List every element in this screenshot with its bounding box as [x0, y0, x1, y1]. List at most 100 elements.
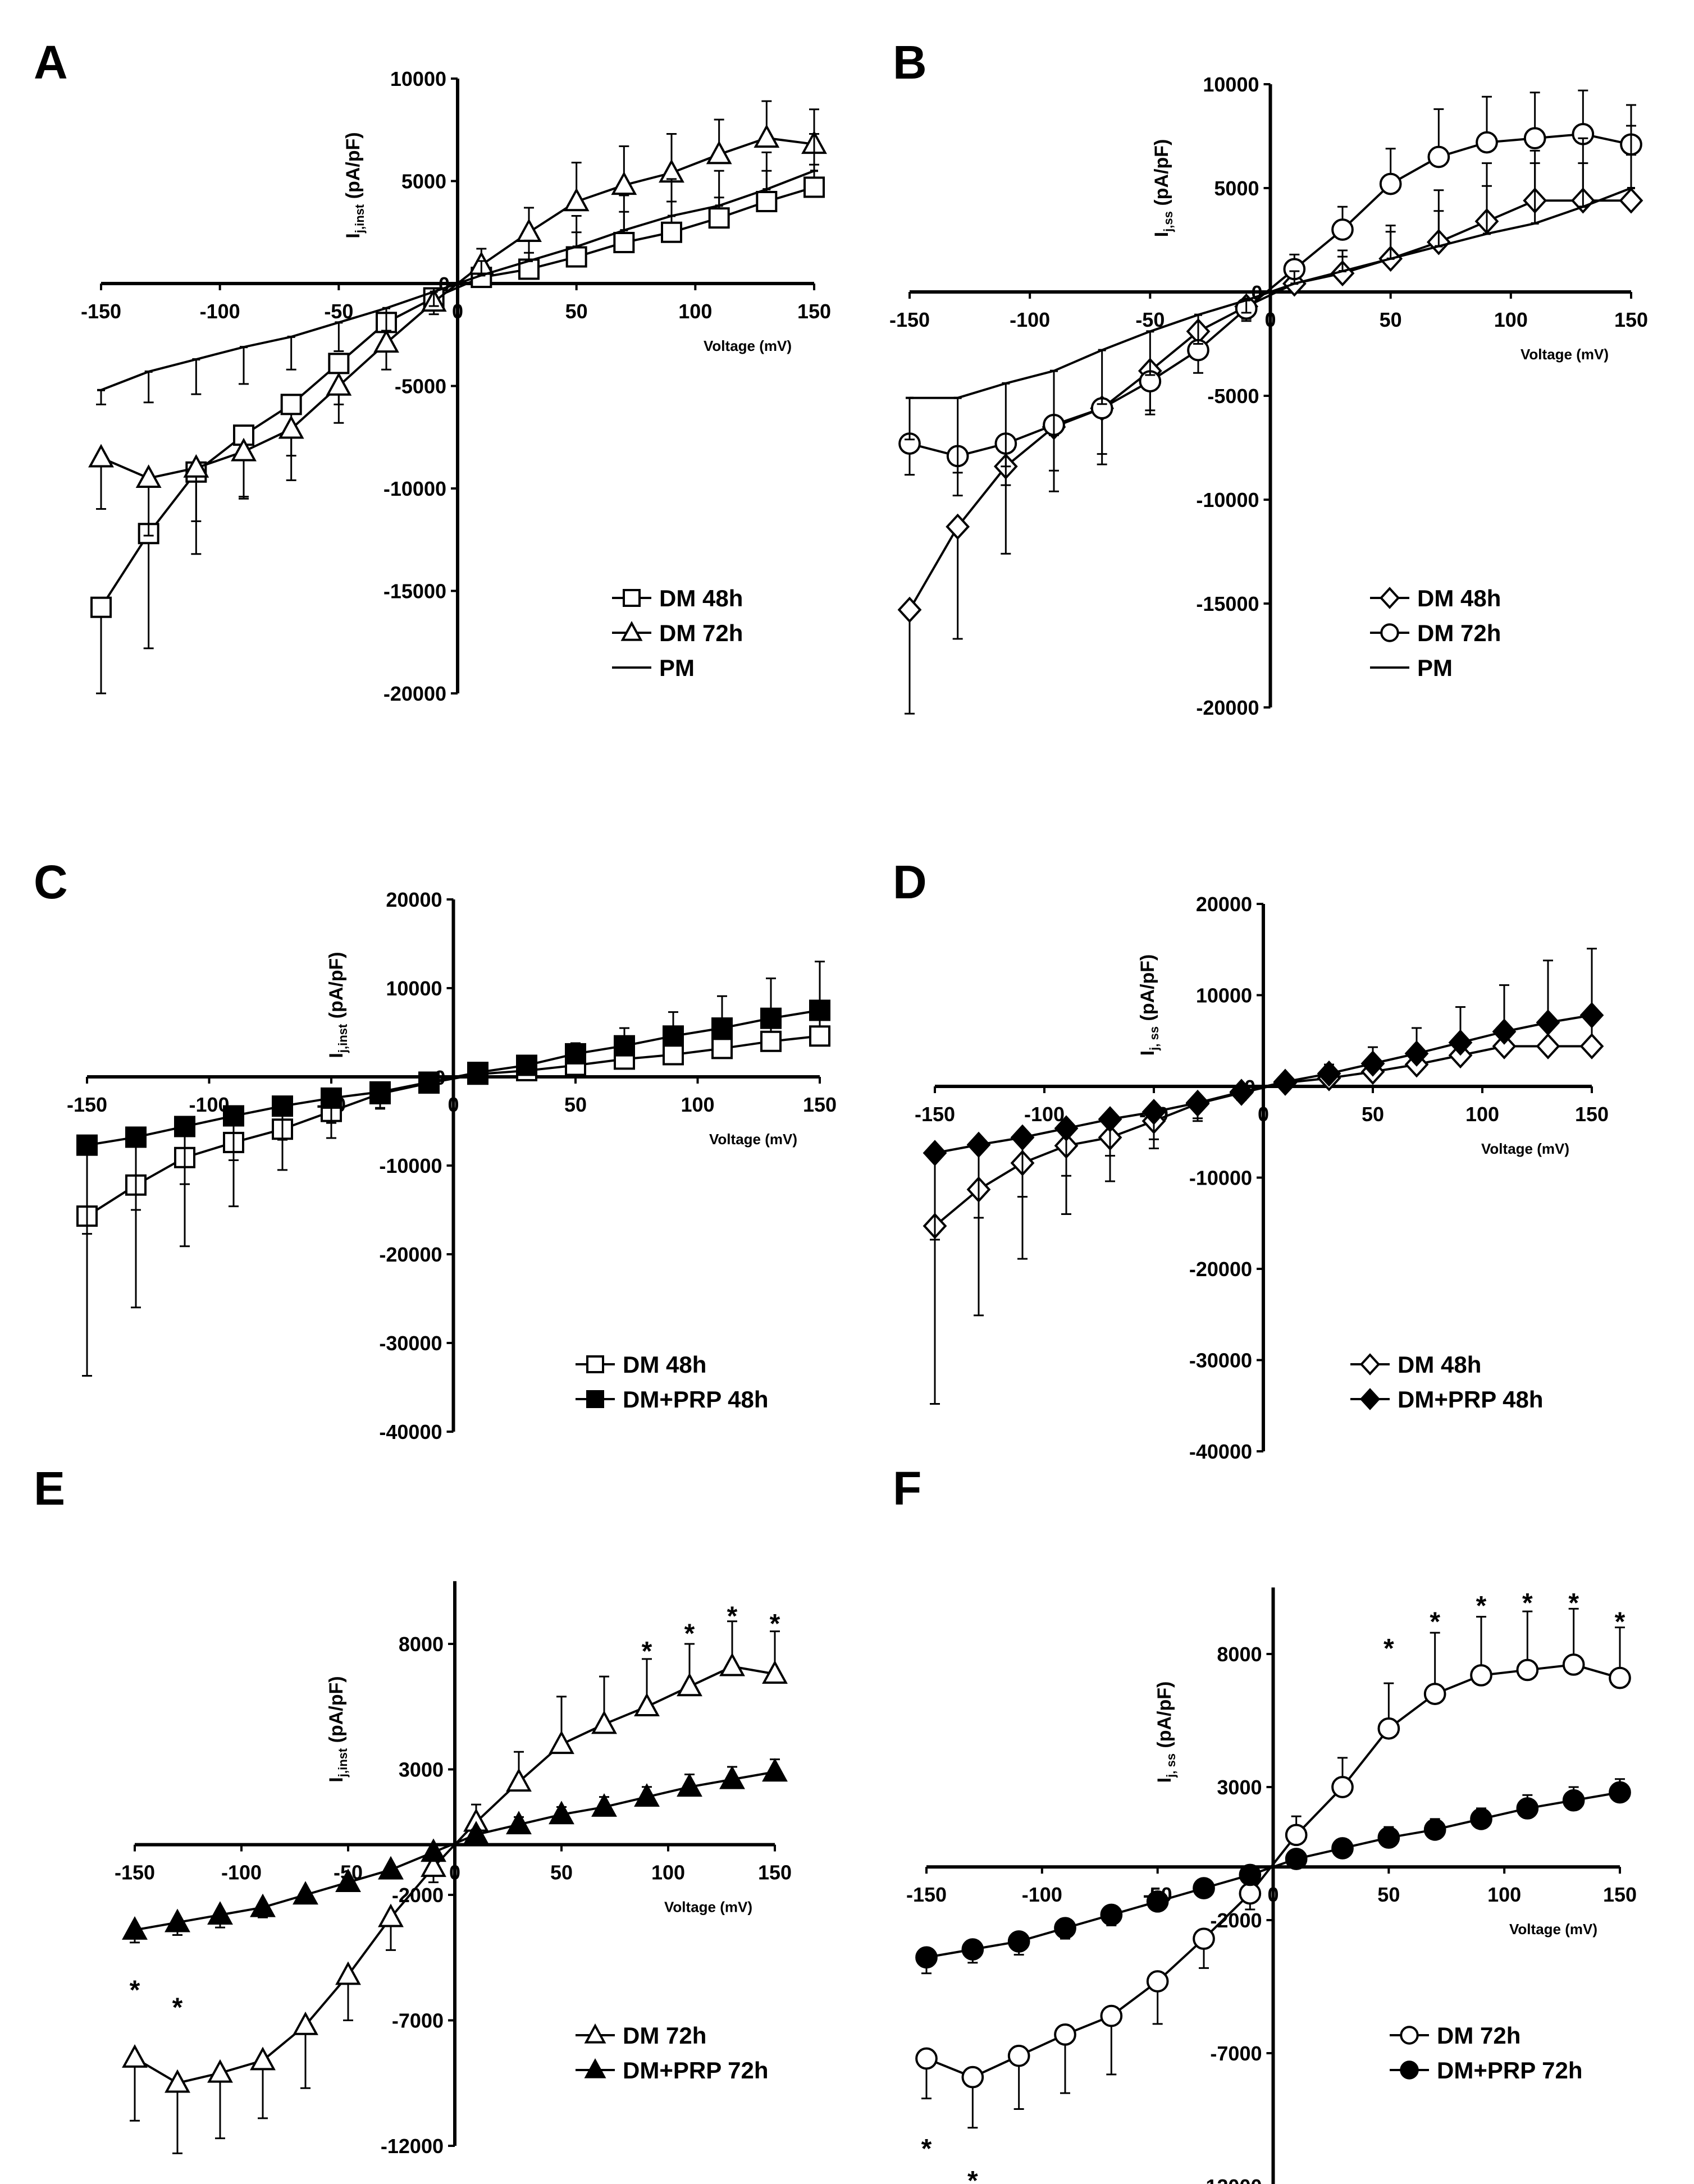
x-tick-label: 150 [803, 1093, 837, 1116]
y-tick-label: -30000 [1189, 1349, 1252, 1372]
significance-asterisk: * [1476, 1591, 1487, 1621]
data-point [756, 191, 778, 212]
legend-marker [586, 1355, 604, 1373]
panel-letter-d: D [893, 856, 927, 908]
data-point [293, 1881, 318, 1905]
y-tick-label: -20000 [1189, 1258, 1252, 1281]
data-point [760, 1030, 782, 1052]
y-tick-label: -20000 [379, 1243, 442, 1266]
data-point [1619, 187, 1643, 214]
data-point [762, 1660, 788, 1684]
data-point [706, 140, 732, 165]
legend: DM 48h DM 72h PM [1370, 585, 1501, 681]
legend-label: DM+PRP 48h [623, 1386, 769, 1413]
data-point [1239, 1863, 1262, 1886]
legend-item: DM 72h [612, 620, 743, 646]
data-point [1098, 1106, 1122, 1132]
y-axis-title: Ij, ss (pA/pF) [1154, 1682, 1178, 1783]
legend-label: PM [1417, 655, 1453, 681]
legend-label: DM 48h [659, 585, 743, 611]
data-point [1476, 131, 1498, 154]
data-point [663, 1044, 684, 1066]
data-point [1100, 2004, 1123, 2027]
data-point [591, 1793, 617, 1817]
legend-item: DM 48h [612, 585, 743, 611]
data-point [1609, 1666, 1631, 1689]
data-point [565, 1043, 586, 1064]
data-point [1239, 1882, 1262, 1905]
legend-label: DM+PRP 48h [1398, 1386, 1544, 1413]
panel-a: A-150 -100 -50 0 50 100 150-20000-15000-10000-… [34, 36, 831, 705]
data-point [1536, 1033, 1560, 1059]
data-point [809, 1025, 830, 1047]
data-point [613, 232, 635, 253]
data-point [1331, 1776, 1354, 1798]
legend-marker [1380, 623, 1399, 642]
data-point [1317, 1060, 1341, 1087]
series-dm-prp-48h [76, 961, 830, 1235]
data-point [677, 1773, 702, 1797]
x-tick-label: -150 [889, 308, 930, 331]
data-point [272, 1095, 293, 1117]
panel-letter-f: F [893, 1462, 921, 1515]
data-point [1470, 1664, 1492, 1687]
legend-marker [1400, 2060, 1419, 2080]
data-point [1516, 1658, 1539, 1682]
data-point [1141, 1099, 1166, 1125]
data-point [719, 1765, 745, 1789]
y-tick-label: 20000 [1196, 893, 1252, 916]
x-tick-label: 50 [565, 300, 588, 323]
legend-marker [620, 621, 643, 641]
y-tick-label: -10000 [383, 477, 446, 500]
x-axis-title: Voltage (mV) [664, 1899, 752, 1916]
panel-e: E-150-100-50050100150-12000-7000-2000300… [34, 1462, 792, 2158]
x-tick-label: 100 [651, 1861, 685, 1884]
y-axis-title-unit: (pA/pF) [1154, 1682, 1175, 1753]
data-point [1193, 1877, 1215, 1899]
x-tick-label: -100 [1024, 1103, 1065, 1126]
legend-marker [584, 2023, 606, 2044]
data-point [165, 2069, 190, 2093]
legend-item: DM+PRP 72h [576, 2057, 769, 2084]
data-point [76, 1134, 98, 1156]
significance-asterisk: * [727, 1601, 738, 1631]
data-point [1285, 1824, 1308, 1847]
y-tick-label: 10000 [386, 977, 442, 1000]
y-axis-title-sub: j,inst [353, 204, 367, 234]
series-line [86, 1035, 820, 1217]
data-point [335, 1868, 361, 1892]
y-axis-title-sub: j,ss [1161, 211, 1175, 232]
legend-item: DM+PRP 48h [576, 1386, 769, 1413]
data-point [708, 207, 730, 229]
series-line [934, 1014, 1592, 1154]
data-point [1331, 218, 1354, 241]
legend-marker [1379, 587, 1400, 609]
data-point [1146, 1890, 1169, 1913]
legend-item: PM [612, 655, 695, 681]
y-tick-label: -10000 [379, 1154, 442, 1177]
x-axis-title: Voltage (mV) [704, 337, 792, 354]
data-point [1579, 1002, 1604, 1029]
y-tick-label: 10000 [390, 67, 446, 90]
y-tick-label: 5000 [1214, 177, 1259, 200]
data-point [1448, 1029, 1473, 1056]
data-point [328, 353, 350, 374]
y-tick-label: -12000 [1199, 2175, 1262, 2184]
x-axis-title: Voltage (mV) [1481, 1140, 1569, 1157]
legend-label: DM 48h [623, 1351, 706, 1378]
data-point [183, 454, 209, 478]
x-tick-label: 0 [1267, 1883, 1279, 1906]
y-tick-label: -20000 [1196, 696, 1259, 719]
series-pm [905, 125, 1636, 474]
y-tick-label: -20000 [383, 682, 446, 705]
y-axis-title-unit: (pA/pF) [326, 1676, 347, 1748]
x-tick-label: 150 [797, 300, 831, 323]
data-point [463, 1821, 489, 1845]
data-point [1007, 2044, 1030, 2067]
data-point [663, 1025, 684, 1047]
significance-asterisk: * [1383, 1634, 1394, 1664]
series-line [134, 1665, 775, 2085]
data-point [923, 1140, 947, 1166]
y-axis-title-main: I [326, 1053, 347, 1058]
y-tick-label: 10000 [1203, 73, 1259, 96]
